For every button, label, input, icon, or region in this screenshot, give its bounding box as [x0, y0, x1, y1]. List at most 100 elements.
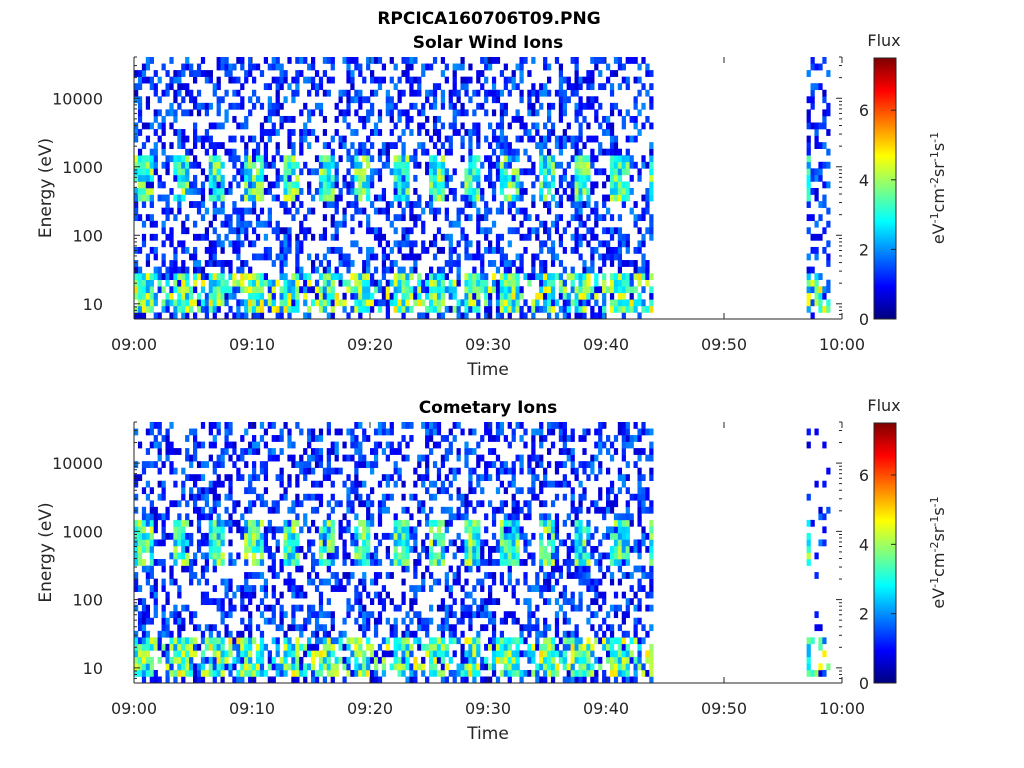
spectrogram-cell: [495, 656, 501, 664]
spectrogram-cell: [507, 266, 512, 274]
spectrogram-cell: [373, 253, 379, 261]
spectrogram-cell: [609, 122, 615, 130]
spectrogram-cell: [440, 122, 446, 130]
spectrogram-cell: [216, 96, 221, 104]
spectrogram-cell: [165, 233, 170, 241]
spectrogram-cell: [523, 578, 528, 586]
spectrogram-cell: [307, 578, 312, 586]
spectrogram-cell: [330, 480, 335, 488]
spectrogram-cell: [346, 89, 351, 97]
x-tick-label: 09:20: [347, 335, 393, 354]
spectrogram-cell: [311, 286, 316, 294]
spectrogram-cell: [436, 286, 442, 294]
spectrogram-cell: [145, 214, 151, 222]
spectrogram-cell: [244, 76, 249, 84]
spectrogram-cell: [189, 578, 194, 586]
spectrogram-cell: [393, 181, 398, 189]
spectrogram-cell: [193, 188, 198, 195]
spectrogram-cell: [224, 299, 229, 307]
spectrogram-cell: [543, 279, 548, 287]
spectrogram-cell: [232, 155, 237, 163]
spectrogram-cell: [476, 102, 481, 110]
spectrogram-cell: [267, 109, 272, 117]
spectrogram-cell: [421, 500, 426, 508]
spectrogram-cell: [220, 578, 225, 586]
spectrogram-cell: [153, 435, 158, 442]
spectrogram-cell: [448, 266, 453, 274]
spectrogram-cell: [417, 643, 422, 651]
spectrogram-cell: [216, 493, 221, 501]
spectrogram-cell: [444, 181, 449, 189]
spectrogram-cell: [255, 142, 261, 149]
spectrogram-cell: [208, 253, 213, 261]
spectrogram-cell: [244, 650, 249, 658]
spectrogram-cell: [220, 643, 225, 651]
spectrogram-cell: [413, 669, 418, 677]
spectrogram-cell: [137, 519, 143, 527]
spectrogram-cell: [322, 676, 328, 684]
spectrogram-cell: [303, 617, 308, 625]
spectrogram-cell: [232, 161, 237, 169]
spectrogram-cell: [200, 305, 206, 313]
spectrogram-cell: [448, 174, 453, 182]
spectrogram-cell: [185, 273, 190, 280]
spectrogram-cell: [432, 253, 438, 261]
spectrogram-cell: [476, 637, 481, 645]
spectrogram-cell: [220, 676, 225, 684]
spectrogram-cell: [370, 552, 375, 560]
spectrogram-cell: [314, 279, 320, 287]
colorbar-tick-label: 0: [859, 310, 869, 329]
spectrogram-cell: [440, 181, 446, 189]
spectrogram-cell: [342, 142, 347, 149]
spectrogram-cell: [287, 188, 292, 195]
spectrogram-cell: [271, 591, 276, 599]
spectrogram-cell: [267, 161, 272, 169]
spectrogram-cell: [141, 181, 147, 189]
spectrogram-cell: [330, 135, 335, 143]
spectrogram-cell: [413, 585, 418, 592]
spectrogram-cell: [377, 194, 383, 202]
spectrogram-cell: [452, 246, 457, 254]
spectrogram-cell: [432, 122, 438, 130]
spectrogram-cell: [244, 181, 249, 189]
spectrogram-cell: [444, 604, 449, 612]
spectrogram-cell: [810, 96, 815, 104]
spectrogram-cell: [806, 253, 811, 261]
spectrogram-cell: [181, 650, 186, 658]
spectrogram-cell: [193, 155, 198, 163]
spectrogram-cell: [444, 624, 449, 632]
spectrogram-cell: [456, 532, 461, 540]
spectrogram-cell: [413, 663, 418, 671]
spectrogram-cell: [141, 565, 147, 573]
spectrogram-cell: [212, 89, 217, 97]
spectrogram-cell: [314, 286, 320, 294]
spectrogram-cell: [200, 572, 206, 579]
spectrogram-cell: [460, 539, 465, 547]
spectrogram-cell: [185, 539, 190, 547]
spectrogram-cell: [311, 611, 316, 619]
spectrogram-cell: [393, 656, 398, 664]
spectrogram-cell: [397, 273, 402, 280]
spectrogram-cell: [224, 624, 229, 632]
spectrogram-cell: [137, 148, 143, 156]
spectrogram-cell: [826, 181, 831, 189]
spectrogram-cell: [413, 253, 418, 261]
spectrogram-cell: [216, 650, 221, 658]
spectrogram-cell: [157, 279, 162, 287]
spectrogram-cell: [322, 286, 328, 294]
spectrogram-cell: [484, 513, 489, 521]
spectrogram-cell: [554, 57, 560, 64]
spectrogram-cell: [271, 129, 276, 136]
spectrogram-cell: [421, 617, 426, 625]
spectrogram-cell: [413, 89, 418, 97]
spectrogram-cell: [385, 253, 390, 261]
spectrogram-cell: [495, 89, 501, 97]
spectrogram-cell: [547, 109, 552, 117]
spectrogram-cell: [283, 611, 288, 619]
spectrogram-cell: [554, 135, 560, 143]
spectrogram-cell: [468, 663, 473, 671]
spectrogram-cell: [244, 286, 249, 294]
spectrogram-cell: [240, 122, 245, 130]
spectrogram-cell: [255, 292, 261, 300]
spectrogram-cell: [318, 181, 324, 189]
